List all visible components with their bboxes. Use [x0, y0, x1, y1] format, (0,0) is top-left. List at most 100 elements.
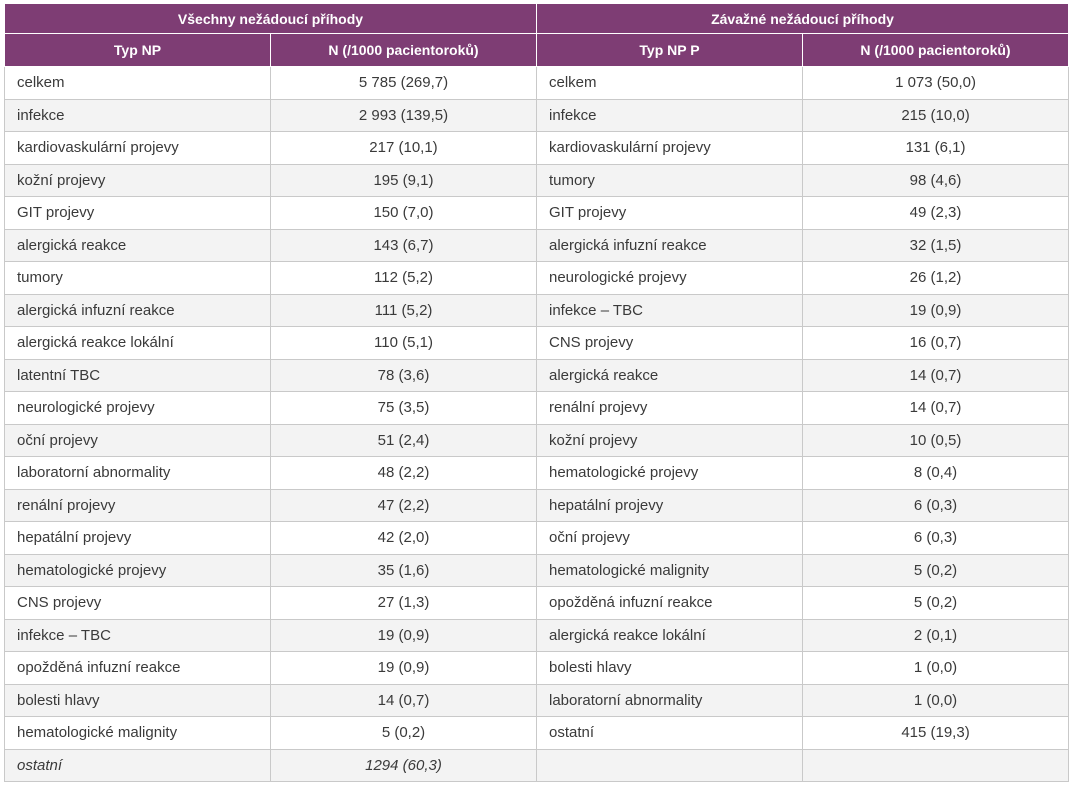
table-row: alergická infuzní reakce 111 (5,2) infekce… — [4, 293, 1070, 327]
cell-serious-count: 32 (1,5) — [801, 228, 1070, 262]
cell-serious-type: laboratorní abnormality — [536, 683, 803, 717]
cell-serious-count: 14 (0,7) — [801, 358, 1070, 392]
col-header-n-all: N (/1000 pacientoroků) — [270, 33, 537, 67]
table-row: alergická reakce 143 (6,7) alergická infuz… — [4, 228, 1070, 262]
table-body: celkem 5 785 (269,7) celkem 1 073 (50,0) inf… — [4, 66, 1070, 782]
cell-serious-type: alergická reakce — [536, 358, 803, 392]
cell-all-type: hematologické projevy — [4, 553, 271, 587]
cell-serious-type: kožní projevy — [536, 423, 803, 457]
cell-all-count: 2 993 (139,5) — [270, 98, 537, 132]
cell-all-type: hematologické malignity — [4, 716, 271, 750]
table-row: infekce 2 993 (139,5) infekce 215 (10,0) — [4, 98, 1070, 132]
adverse-events-table-container: Všechny nežádoucí příhody Závažné nežádo… — [4, 3, 1070, 782]
col-header-type-all: Typ NP — [4, 33, 271, 67]
table-row: GIT projevy 150 (7,0) GIT projevy 49 (2,3) — [4, 196, 1070, 230]
cell-serious-count: 49 (2,3) — [801, 196, 1070, 230]
cell-all-count: 150 (7,0) — [270, 196, 537, 230]
cell-all-type: kožní projevy — [4, 163, 271, 197]
cell-serious-count: 8 (0,4) — [801, 456, 1070, 490]
all-adverse-events-header: Všechny nežádoucí příhody — [4, 3, 537, 34]
cell-serious-count: 6 (0,3) — [801, 521, 1070, 555]
cell-serious-type: renální projevy — [536, 391, 803, 425]
cell-all-count: 217 (10,1) — [270, 131, 537, 165]
cell-serious-type: celkem — [536, 66, 803, 100]
table-row: opožděná infuzní reakce 19 (0,9) bolesti h… — [4, 651, 1070, 685]
cell-serious-type: kardiovaskulární projevy — [536, 131, 803, 165]
cell-serious-type: ostatní — [536, 716, 803, 750]
cell-all-type: alergická infuzní reakce — [4, 293, 271, 327]
cell-serious-type: GIT projevy — [536, 196, 803, 230]
cell-serious-type: CNS projevy — [536, 326, 803, 360]
cell-serious-type — [536, 748, 803, 782]
table-row: latentní TBC 78 (3,6) alergická reakce 14 (… — [4, 358, 1070, 392]
cell-serious-count: 1 (0,0) — [801, 651, 1070, 685]
cell-all-type: alergická reakce — [4, 228, 271, 262]
cell-all-count: 78 (3,6) — [270, 358, 537, 392]
cell-all-type: infekce – TBC — [4, 618, 271, 652]
cell-all-count: 35 (1,6) — [270, 553, 537, 587]
cell-all-type: laboratorní abnormality — [4, 456, 271, 490]
cell-all-type: infekce — [4, 98, 271, 132]
cell-serious-count: 2 (0,1) — [801, 618, 1070, 652]
cell-all-type: hepatální projevy — [4, 521, 271, 555]
cell-serious-count: 6 (0,3) — [801, 488, 1070, 522]
cell-all-type: kardiovaskulární projevy — [4, 131, 271, 165]
cell-all-count: 27 (1,3) — [270, 586, 537, 620]
cell-serious-type: hematologické projevy — [536, 456, 803, 490]
cell-serious-count — [801, 748, 1070, 782]
cell-all-count: 5 785 (269,7) — [270, 66, 537, 100]
table-row: tumory 112 (5,2) neurologické projevy 26 (1… — [4, 261, 1070, 295]
cell-all-type: neurologické projevy — [4, 391, 271, 425]
cell-all-type: opožděná infuzní reakce — [4, 651, 271, 685]
cell-serious-type: bolesti hlavy — [536, 651, 803, 685]
cell-serious-type: alergická infuzní reakce — [536, 228, 803, 262]
cell-all-count: 111 (5,2) — [270, 293, 537, 327]
table-row: kardiovaskulární projevy 217 (10,1) kardio… — [4, 131, 1070, 165]
table-row: hematologické malignity 5 (0,2) ostatní 415… — [4, 716, 1070, 750]
cell-all-type: oční projevy — [4, 423, 271, 457]
cell-serious-count: 98 (4,6) — [801, 163, 1070, 197]
cell-serious-count: 19 (0,9) — [801, 293, 1070, 327]
cell-serious-count: 215 (10,0) — [801, 98, 1070, 132]
cell-serious-count: 1 (0,0) — [801, 683, 1070, 717]
table-row: CNS projevy 27 (1,3) opožděná infuzní reak… — [4, 586, 1070, 620]
cell-serious-count: 14 (0,7) — [801, 391, 1070, 425]
group-header-row: Všechny nežádoucí příhody Závažné nežádo… — [4, 3, 1070, 34]
cell-serious-count: 131 (6,1) — [801, 131, 1070, 165]
cell-serious-count: 10 (0,5) — [801, 423, 1070, 457]
cell-all-type: latentní TBC — [4, 358, 271, 392]
adverse-events-table: Všechny nežádoucí příhody Závažné nežádo… — [4, 3, 1070, 782]
column-header-row: Typ NP N (/1000 pacientoroků) Typ NP P N… — [4, 33, 1070, 67]
table-row: neurologické projevy 75 (3,5) renální proj… — [4, 391, 1070, 425]
table-row: oční projevy 51 (2,4) kožní projevy 10 (0,5… — [4, 423, 1070, 457]
cell-all-type: CNS projevy — [4, 586, 271, 620]
cell-all-count: 1294 (60,3) — [270, 748, 537, 782]
cell-all-type: GIT projevy — [4, 196, 271, 230]
cell-serious-type: opožděná infuzní reakce — [536, 586, 803, 620]
cell-serious-count: 5 (0,2) — [801, 553, 1070, 587]
cell-serious-type: oční projevy — [536, 521, 803, 555]
table-row: alergická reakce lokální 110 (5,1) CNS pro… — [4, 326, 1070, 360]
cell-serious-type: infekce – TBC — [536, 293, 803, 327]
cell-all-count: 110 (5,1) — [270, 326, 537, 360]
table-row: hematologické projevy 35 (1,6) hematologic… — [4, 553, 1070, 587]
table-row: infekce – TBC 19 (0,9) alergická reakce lo… — [4, 618, 1070, 652]
cell-all-count: 195 (9,1) — [270, 163, 537, 197]
cell-all-type: renální projevy — [4, 488, 271, 522]
cell-all-type: ostatní — [4, 748, 271, 782]
cell-all-count: 48 (2,2) — [270, 456, 537, 490]
cell-all-count: 42 (2,0) — [270, 521, 537, 555]
cell-all-count: 14 (0,7) — [270, 683, 537, 717]
cell-serious-type: neurologické projevy — [536, 261, 803, 295]
cell-all-count: 47 (2,2) — [270, 488, 537, 522]
table-row: bolesti hlavy 14 (0,7) laboratorní abnorma… — [4, 683, 1070, 717]
cell-serious-type: infekce — [536, 98, 803, 132]
cell-serious-type: tumory — [536, 163, 803, 197]
table-row: ostatní 1294 (60,3) — [4, 748, 1070, 782]
cell-serious-count: 16 (0,7) — [801, 326, 1070, 360]
cell-all-count: 143 (6,7) — [270, 228, 537, 262]
serious-adverse-events-header: Závažné nežádoucí příhody — [535, 3, 1070, 34]
table-row: celkem 5 785 (269,7) celkem 1 073 (50,0) — [4, 66, 1070, 100]
cell-all-count: 19 (0,9) — [270, 618, 537, 652]
col-header-n-serious: N (/1000 pacientoroků) — [801, 33, 1070, 67]
